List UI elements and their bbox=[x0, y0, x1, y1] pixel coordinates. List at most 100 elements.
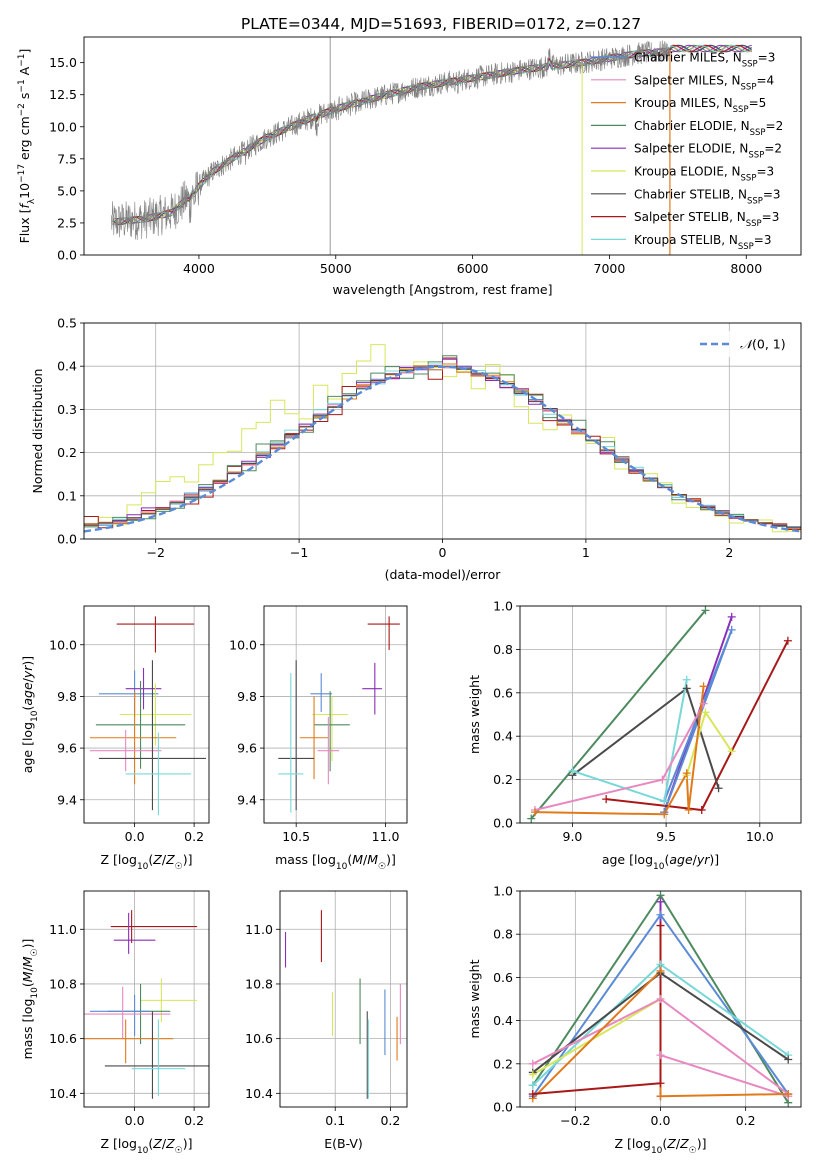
legend-entry: Kroupa MILES, NSSP=5 bbox=[634, 96, 766, 115]
x-tick-label: 10.5 bbox=[282, 829, 310, 844]
weight-marker bbox=[528, 1081, 537, 1090]
x-axis-label: (data-model)/error bbox=[385, 567, 502, 582]
y-tick-label: 0.4 bbox=[493, 729, 513, 744]
y-tick-label: 10.6 bbox=[245, 1031, 273, 1046]
weight-marker bbox=[527, 814, 536, 823]
axes-age_vs_mass: 10.5 11.0 9.4 9.6 9.8 10.0 mass [log10(M/M☉)] bbox=[229, 605, 408, 872]
x-tick-label: 1 bbox=[582, 545, 590, 560]
y-tick-label: 9.8 bbox=[237, 689, 257, 704]
weight-marker bbox=[660, 810, 669, 819]
y-tick-label: 0.0 bbox=[57, 248, 77, 263]
chart-title: PLATE=0344, MJD=51693, FIBERID=0172, z=0… bbox=[241, 15, 641, 33]
plot-area bbox=[278, 616, 400, 813]
x-tick-label: −1 bbox=[290, 545, 308, 560]
x-axis-label: Z [log10(Z/Z☉)] bbox=[614, 1136, 706, 1156]
y-tick-label: 0.0 bbox=[493, 816, 513, 831]
axes-residuals: −2 −1 0 1 2 0.0 0.1 0.2 0.3 0.4 0.5 𝒩(0, 1) (data-mo… bbox=[30, 316, 802, 582]
x-tick-label: 0 bbox=[439, 545, 447, 560]
weight-marker bbox=[656, 1051, 665, 1060]
weight-marker bbox=[528, 1059, 537, 1068]
legend-entry: Salpeter MILES, NSSP=4 bbox=[634, 73, 774, 92]
weight-line-chabrier-elodie bbox=[530, 609, 707, 820]
legend-entry: Chabrier STELIB, NSSP=3 bbox=[634, 187, 781, 206]
x-tick-label: 0.2 bbox=[184, 1113, 204, 1128]
axes-mass_vs_Z: 0.0 0.2 10.4 10.6 10.8 11.0 Z [log10(Z/Z☉)] mas… bbox=[20, 890, 210, 1156]
weight-marker bbox=[656, 1092, 665, 1101]
x-axis-label: wavelength [Angstrom, rest frame] bbox=[332, 282, 552, 297]
axes-frame bbox=[83, 605, 210, 824]
x-axis-label: Z [log10(Z/Z☉)] bbox=[100, 1136, 192, 1156]
plot-area bbox=[89, 616, 207, 816]
weight-marker bbox=[697, 805, 706, 814]
y-tick-label: 11.0 bbox=[245, 922, 273, 937]
x-tick-label: 0.2 bbox=[380, 1113, 400, 1128]
y-axis-label: mass weight bbox=[467, 675, 482, 754]
x-tick-label: 9.5 bbox=[656, 829, 676, 844]
legend-entry: Chabrier ELODIE, NSSP=2 bbox=[634, 119, 783, 138]
x-tick-label: −0.2 bbox=[560, 1113, 590, 1128]
weight-line-salpeter-miles bbox=[660, 1054, 789, 1098]
x-tick-label: 9.0 bbox=[563, 829, 583, 844]
weight-marker bbox=[714, 784, 723, 793]
weight-marker bbox=[656, 910, 665, 919]
x-tick-label: 5000 bbox=[320, 261, 352, 276]
y-tick-label: 0.0 bbox=[493, 1100, 513, 1115]
axes-frame bbox=[83, 322, 802, 540]
legend-entry: Kroupa ELODIE, NSSP=3 bbox=[634, 165, 774, 184]
y-tick-label: 2.5 bbox=[57, 215, 77, 230]
axes-weight_vs_age: 9.0 9.5 10.0 0.0 0.2 0.4 0.6 0.8 1.0 age [log10(a… bbox=[467, 599, 802, 872]
y-tick-label: 9.6 bbox=[237, 741, 257, 756]
y-tick-label: 10.4 bbox=[49, 1086, 77, 1101]
axes-spectrum: 4000 5000 6000 7000 8000 0.0 2.5 5.0 7.5 10.0 12.5… bbox=[17, 36, 802, 297]
y-tick-label: 0.5 bbox=[57, 316, 77, 331]
plot-area bbox=[84, 344, 801, 533]
weight-marker bbox=[699, 699, 708, 708]
x-tick-label: 10.0 bbox=[746, 829, 774, 844]
x-tick-label: 8000 bbox=[730, 261, 762, 276]
weight-marker bbox=[660, 797, 669, 806]
weight-marker bbox=[656, 1079, 665, 1088]
legend-entry: Chabrier MILES, NSSP=3 bbox=[634, 51, 775, 70]
y-axis-label: mass [log10(M/M☉)] bbox=[20, 939, 40, 1060]
x-tick-label: 7000 bbox=[594, 261, 626, 276]
axes-frame bbox=[83, 890, 210, 1108]
x-axis-label: E(B-V) bbox=[324, 1136, 363, 1151]
x-axis-label: age [log10(age/yr)] bbox=[602, 852, 719, 872]
legend-box bbox=[692, 331, 794, 357]
y-tick-label: 0.8 bbox=[493, 642, 513, 657]
weight-marker bbox=[701, 708, 710, 717]
weight-marker bbox=[602, 795, 611, 804]
plot-area bbox=[111, 37, 752, 255]
x-tick-label: 4000 bbox=[183, 261, 215, 276]
weight-marker bbox=[701, 606, 710, 615]
y-tick-label: 0.2 bbox=[493, 1056, 513, 1071]
plot-area bbox=[284, 910, 401, 1099]
x-tick-label: 0.2 bbox=[184, 829, 204, 844]
grid bbox=[84, 606, 209, 823]
grid bbox=[280, 891, 407, 1107]
y-tick-label: 7.5 bbox=[57, 151, 77, 166]
y-tick-label: 10.4 bbox=[245, 1086, 273, 1101]
weight-marker bbox=[784, 1090, 793, 1099]
y-tick-label: 9.6 bbox=[57, 741, 77, 756]
y-tick-label: 10.0 bbox=[49, 637, 77, 652]
weight-line-kroupa-elodie bbox=[532, 998, 662, 1076]
weight-marker bbox=[530, 808, 539, 817]
x-tick-label: 0.0 bbox=[651, 1113, 671, 1128]
y-axis-label: Flux [fλ10−17 erg cm−2 s−1 A−1] bbox=[17, 49, 37, 244]
y-axis-label: mass weight bbox=[467, 959, 482, 1038]
weight-marker bbox=[699, 682, 708, 691]
weight-marker bbox=[568, 766, 577, 775]
weight-marker bbox=[528, 1070, 537, 1079]
y-axis-label: Normed distribution bbox=[30, 369, 45, 494]
x-axis-label: Z [log10(Z/Z☉)] bbox=[100, 852, 192, 872]
x-tick-label: −2 bbox=[146, 545, 164, 560]
weight-marker bbox=[727, 612, 736, 621]
weight-marker bbox=[727, 747, 736, 756]
x-tick-label: 11.0 bbox=[372, 829, 400, 844]
y-tick-label: 1.0 bbox=[493, 599, 513, 614]
legend-entry: Kroupa STELIB, NSSP=3 bbox=[634, 233, 772, 252]
y-tick-label: 0.4 bbox=[493, 1013, 513, 1028]
weight-marker bbox=[727, 625, 736, 634]
